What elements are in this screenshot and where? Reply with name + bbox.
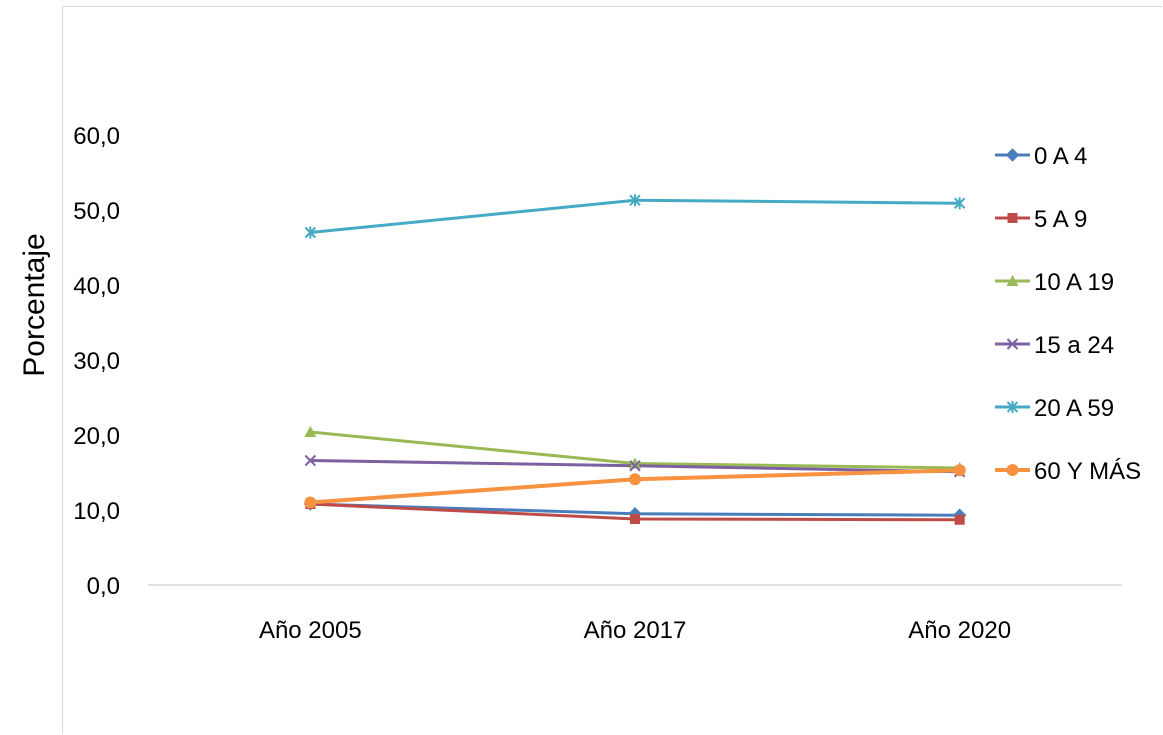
data-point	[629, 460, 641, 472]
legend-marker	[1006, 275, 1019, 286]
y-tick-label: 60,0	[73, 123, 120, 150]
data-point	[953, 464, 966, 477]
y-tick-label: 40,0	[73, 273, 120, 300]
y-tick-label: 0,0	[87, 573, 120, 600]
data-point	[629, 473, 641, 486]
legend-item: 0 A 4	[995, 143, 1087, 170]
legend-item: 15 a 24	[995, 332, 1114, 359]
data-point	[304, 426, 317, 437]
data-point	[304, 226, 317, 239]
legend-label: 10 A 19	[1034, 269, 1114, 296]
y-axis-title: Porcentaje	[18, 233, 51, 376]
legend-item: 20 A 59	[995, 395, 1114, 422]
data-point	[629, 194, 641, 207]
x-tick-label: Año 2017	[584, 617, 687, 644]
data-point	[630, 514, 640, 524]
legend-marker	[1005, 148, 1020, 162]
legend-label: 5 A 9	[1034, 206, 1087, 233]
data-point	[629, 457, 641, 469]
legend-marker	[1006, 401, 1019, 413]
legend-label: 0 A 4	[1034, 143, 1087, 170]
legend-marker	[1007, 213, 1018, 223]
legend-item: 5 A 9	[995, 206, 1087, 233]
legend-label: 15 a 24	[1034, 332, 1114, 359]
chart-area	[62, 6, 1162, 734]
data-point	[304, 496, 317, 509]
y-tick-label: 30,0	[73, 348, 120, 375]
legend-item: 10 A 19	[995, 269, 1114, 296]
data-point	[953, 197, 966, 210]
y-tick-label: 20,0	[73, 423, 120, 450]
y-tick-label: 10,0	[73, 498, 120, 525]
legend-label: 60 Y MÁS	[1034, 458, 1141, 485]
data-point	[954, 514, 965, 525]
legend-marker	[1006, 338, 1019, 350]
legend-marker	[1006, 464, 1019, 476]
legend-label: 20 A 59	[1034, 395, 1114, 422]
data-point	[304, 454, 317, 467]
x-tick-label: Año 2020	[908, 617, 1011, 644]
legend-item: 60 Y MÁS	[995, 458, 1141, 485]
x-tick-label: Año 2005	[259, 617, 362, 644]
y-tick-label: 50,0	[73, 198, 120, 225]
